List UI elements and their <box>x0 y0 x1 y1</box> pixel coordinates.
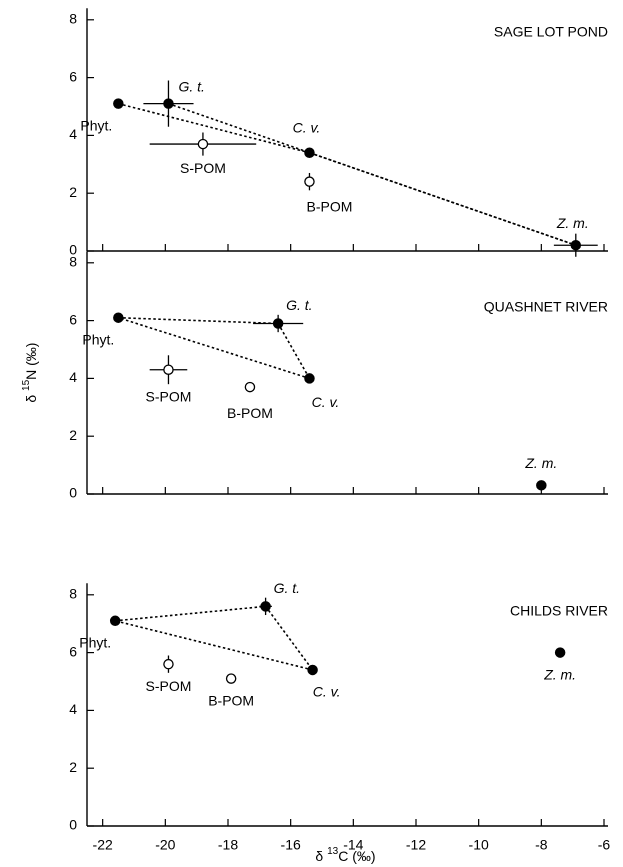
y-tick-label: 6 <box>69 311 77 327</box>
y-tick-label: 4 <box>69 126 77 142</box>
point-label: G. t. <box>274 580 300 596</box>
tie-line <box>115 605 266 622</box>
x-axis-title-main: C (‰) <box>338 848 375 864</box>
point <box>163 658 174 670</box>
tie-line <box>118 316 310 380</box>
x-axis-title: δ 13C (‰) <box>315 846 375 864</box>
point-label: G. t. <box>178 78 204 94</box>
point-label: Z. m. <box>524 455 557 471</box>
panel-title: CHILDS RIVER <box>510 603 608 619</box>
point <box>260 601 271 612</box>
point-label: B-POM <box>208 692 254 708</box>
y-axis-title-prefix: δ <box>23 391 39 403</box>
point-label: C. v. <box>293 119 321 135</box>
x-tick-label: -6 <box>598 837 611 853</box>
x-tick-label: -14 <box>343 837 363 853</box>
tie-line <box>264 605 314 671</box>
x-tick-label: -22 <box>93 837 113 853</box>
y-tick-label: 8 <box>69 586 77 602</box>
point <box>163 364 174 375</box>
point-label: Z. m. <box>556 215 589 231</box>
y-tick-label: 8 <box>69 254 77 270</box>
point <box>304 176 315 187</box>
y-tick-label: 8 <box>69 11 77 27</box>
x-axis-title-prefix: δ <box>315 848 327 864</box>
point <box>272 318 284 329</box>
y-tick-label: 2 <box>69 427 77 443</box>
y-tick-label: 4 <box>69 369 77 385</box>
tie-line <box>115 620 313 671</box>
y-tick-label: 6 <box>69 68 77 84</box>
x-tick-label: -8 <box>535 837 548 853</box>
point-label: B-POM <box>307 198 353 214</box>
y-tick-label: 2 <box>69 759 77 775</box>
point <box>536 480 547 491</box>
point <box>570 239 582 251</box>
tie-line <box>118 316 279 325</box>
point <box>304 147 315 158</box>
y-tick-label: 0 <box>69 817 77 833</box>
tie-line <box>277 323 311 379</box>
y-tick-label: 0 <box>69 242 77 258</box>
point <box>244 381 256 393</box>
point <box>225 673 237 684</box>
point-label: Phyt. <box>82 331 114 347</box>
x-tick-label: -20 <box>155 837 175 853</box>
x-tick-label: -12 <box>406 837 426 853</box>
y-tick-label: 0 <box>69 485 77 501</box>
point <box>554 647 566 658</box>
point-label: S-POM <box>180 160 226 176</box>
point <box>109 615 121 627</box>
point <box>197 138 209 150</box>
y-tick-label: 4 <box>69 701 77 717</box>
point-label: S-POM <box>146 388 192 404</box>
point-label: C. v. <box>313 684 341 700</box>
y-axis-title: δ 15N (‰) <box>21 343 39 403</box>
point-label: S-POM <box>146 678 192 694</box>
point-label: Phyt. <box>80 117 112 133</box>
point-label: B-POM <box>227 405 273 421</box>
point-label: C. v. <box>312 394 340 410</box>
x-tick-label: -18 <box>218 837 238 853</box>
point <box>304 373 315 384</box>
x-tick-label: -16 <box>281 837 301 853</box>
y-axis-title-main: N (‰) <box>23 343 39 380</box>
x-axis-title-sup: 13 <box>327 846 339 857</box>
y-tick-label: 6 <box>69 643 77 659</box>
tie-line <box>118 102 310 154</box>
point <box>307 664 318 676</box>
point-label: Phyt. <box>79 635 111 651</box>
y-tick-label: 2 <box>69 184 77 200</box>
x-tick-label: -10 <box>469 837 489 853</box>
point <box>163 98 174 109</box>
tie-line <box>168 102 577 246</box>
panel-title: SAGE LOT POND <box>494 24 608 40</box>
panel-title: QUASHNET RIVER <box>484 299 608 315</box>
point <box>113 312 124 323</box>
point-label: Z. m. <box>543 666 576 682</box>
point-label: G. t. <box>286 297 312 313</box>
point <box>113 98 124 109</box>
y-axis-title-sup: 15 <box>21 379 32 391</box>
